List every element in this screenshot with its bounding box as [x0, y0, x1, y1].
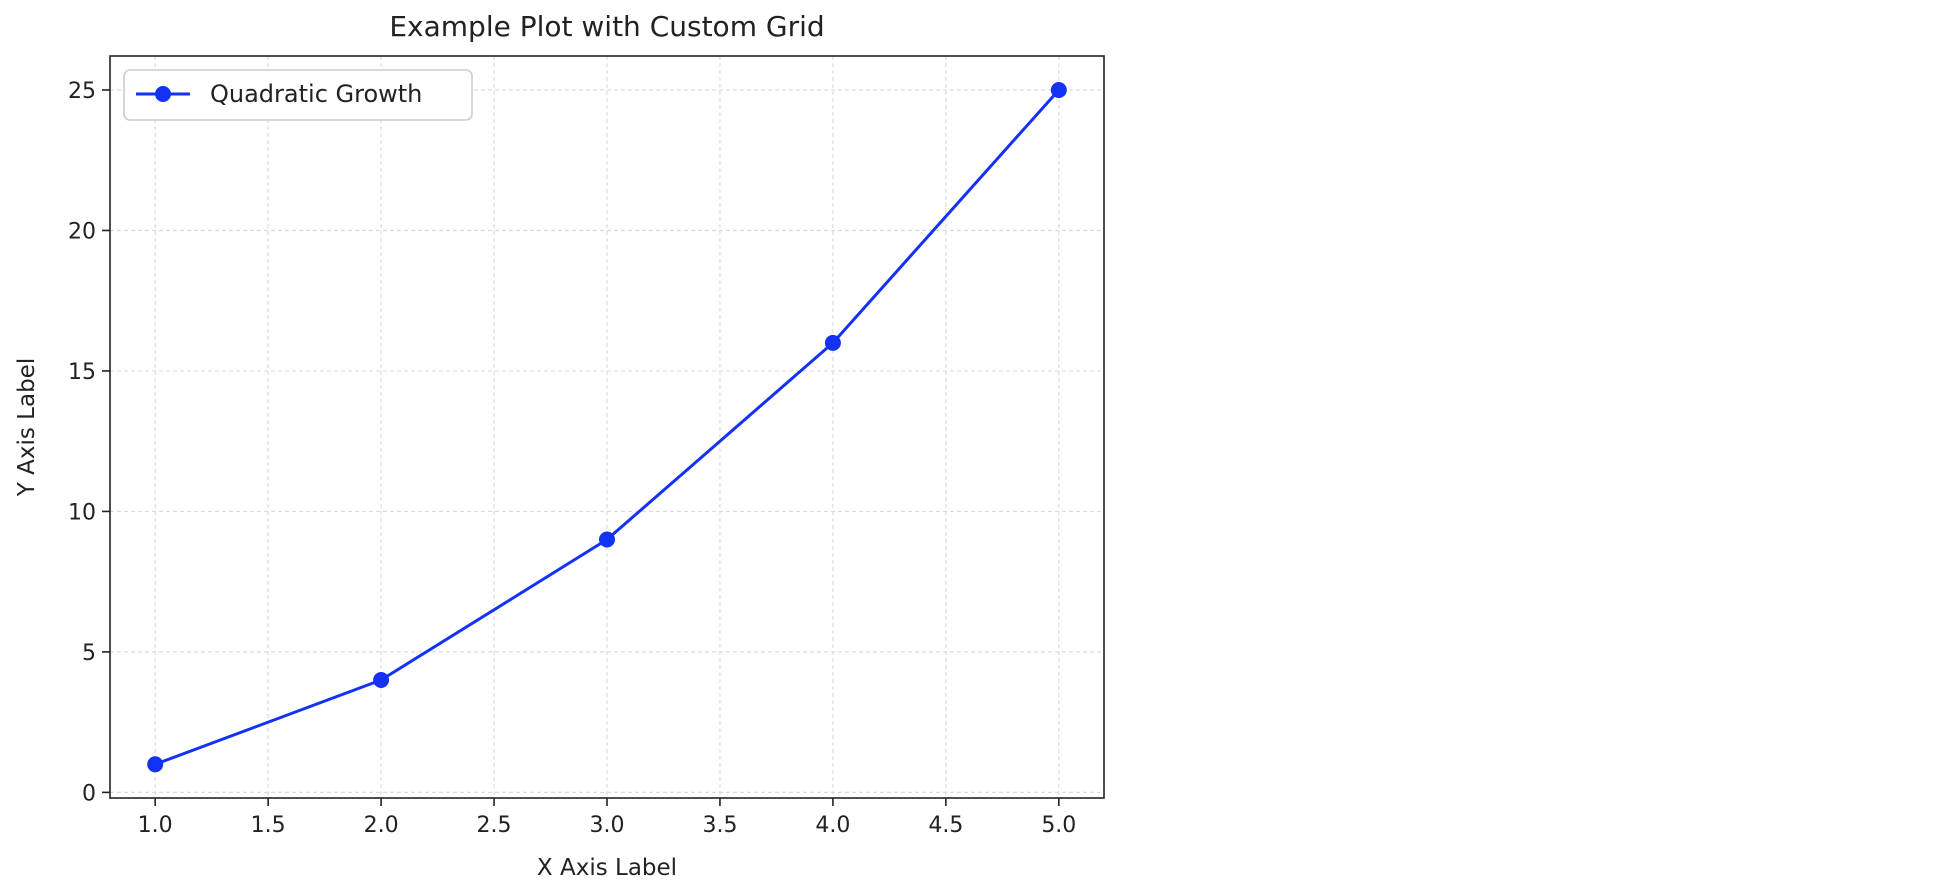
- y-tick-label: 20: [68, 219, 96, 244]
- data-point: [147, 756, 164, 773]
- legend: Quadratic Growth: [123, 69, 473, 121]
- x-tick-label: 4.0: [815, 813, 850, 838]
- x-tick-label: 1.0: [138, 813, 173, 838]
- x-tick-label: 4.5: [928, 813, 963, 838]
- y-tick-label: 15: [68, 360, 96, 385]
- data-point: [599, 531, 615, 548]
- y-tick-label: 10: [68, 500, 96, 525]
- grid-layer: [110, 56, 1104, 798]
- data-point: [373, 672, 390, 688]
- legend-marker-swatch: [155, 86, 171, 102]
- x-tick-label: 2.0: [364, 813, 399, 838]
- y-tick-label: 0: [82, 781, 96, 806]
- x-tick-label: 1.5: [251, 813, 286, 838]
- data-point: [824, 334, 841, 351]
- x-tick-label: 3.5: [702, 813, 737, 838]
- data-point: [1050, 82, 1067, 98]
- y-tick-label: 25: [68, 79, 96, 104]
- x-tick-label: 3.0: [590, 813, 625, 838]
- x-axis-ticks: 1.0 1.5 2.0 2.5 3.0 3.5 4.0 4.5 5.0: [138, 798, 1076, 838]
- y-axis-ticks: 0 5 10 15 20 25: [68, 79, 110, 806]
- y-tick-label: 5: [82, 641, 96, 666]
- legend-label-quadratic-growth: Quadratic Growth: [210, 80, 422, 108]
- series-layer: [147, 82, 1067, 773]
- y-axis-label: Y Axis Label: [14, 358, 40, 497]
- x-tick-label: 5.0: [1041, 813, 1076, 838]
- legend-box: [123, 69, 473, 121]
- x-axis-label: X Axis Label: [537, 855, 677, 881]
- x-tick-label: 2.5: [477, 813, 512, 838]
- chart-title: Example Plot with Custom Grid: [389, 10, 824, 43]
